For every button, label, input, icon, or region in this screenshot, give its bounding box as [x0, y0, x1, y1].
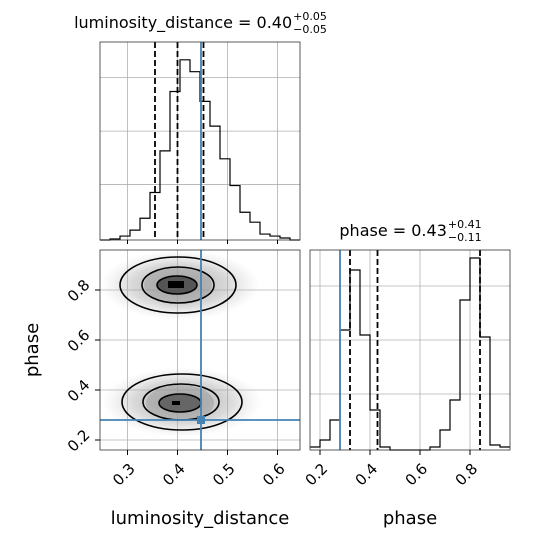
- histogram-bar: [460, 300, 470, 450]
- x-tick-label: 0.6: [402, 460, 432, 490]
- histogram-bar: [170, 92, 180, 241]
- histogram-bar: [250, 222, 260, 240]
- histogram-bar: [490, 445, 500, 450]
- histogram-bar: [240, 212, 250, 240]
- contour: [121, 373, 243, 431]
- panel-frame: [309, 249, 511, 451]
- x-tick-label: 0.4: [352, 460, 382, 490]
- histogram-bar: [450, 400, 460, 450]
- contour: [141, 266, 215, 304]
- histogram-bar: [440, 430, 450, 450]
- x-tick-label: 0.6: [259, 460, 289, 490]
- histogram-bar: [230, 186, 240, 240]
- density-decoration: [100, 250, 262, 437]
- histogram-bar: [180, 60, 190, 240]
- title-superscript: +0.05: [293, 10, 327, 23]
- panel-title: phase = 0.43: [339, 221, 446, 240]
- histogram-bar: [210, 126, 220, 240]
- x-tick-label: 0.4: [159, 460, 189, 490]
- y-tick-label: 0.4: [64, 376, 94, 406]
- x-axis-label: luminosity_distance: [111, 508, 290, 529]
- histogram-bar: [160, 151, 170, 240]
- y-tick-label: 0.8: [64, 276, 94, 306]
- title-superscript: +0.41: [448, 218, 482, 231]
- histogram-bar: [330, 420, 340, 450]
- histogram-bar: [140, 218, 150, 240]
- x-tick-label: 0.3: [109, 460, 139, 490]
- histogram-bar: [350, 270, 360, 450]
- density-peak: [172, 401, 180, 405]
- panel-frame: [99, 249, 301, 451]
- histogram-bar: [470, 258, 480, 450]
- histogram-bar: [190, 72, 200, 240]
- title-subscript: −0.05: [293, 23, 327, 36]
- x-tick-label: 0.5: [209, 460, 239, 490]
- x-tick-label: 0.8: [452, 460, 482, 490]
- histogram-bar: [340, 330, 350, 450]
- histogram-bar: [320, 440, 330, 450]
- contour: [119, 256, 237, 314]
- histogram-bar: [370, 410, 380, 450]
- x-tick-label: 0.2: [302, 460, 332, 490]
- title-subscript: −0.11: [448, 231, 482, 244]
- truth-marker: [197, 416, 205, 424]
- histogram-bar: [260, 234, 270, 240]
- panel-title: luminosity_distance = 0.40: [74, 13, 292, 33]
- y-tick-label: 0.2: [64, 426, 94, 456]
- histogram-bar: [130, 230, 140, 240]
- histogram-bar: [360, 335, 370, 450]
- histogram-step: [100, 59, 300, 241]
- density-peak: [168, 281, 184, 288]
- y-axis-label: phase: [22, 323, 43, 377]
- panel-frame: [99, 41, 301, 241]
- histogram-bar: [220, 159, 230, 240]
- x-axis-label: phase: [383, 508, 437, 529]
- histogram-bar: [480, 337, 490, 450]
- y-tick-label: 0.6: [64, 326, 94, 356]
